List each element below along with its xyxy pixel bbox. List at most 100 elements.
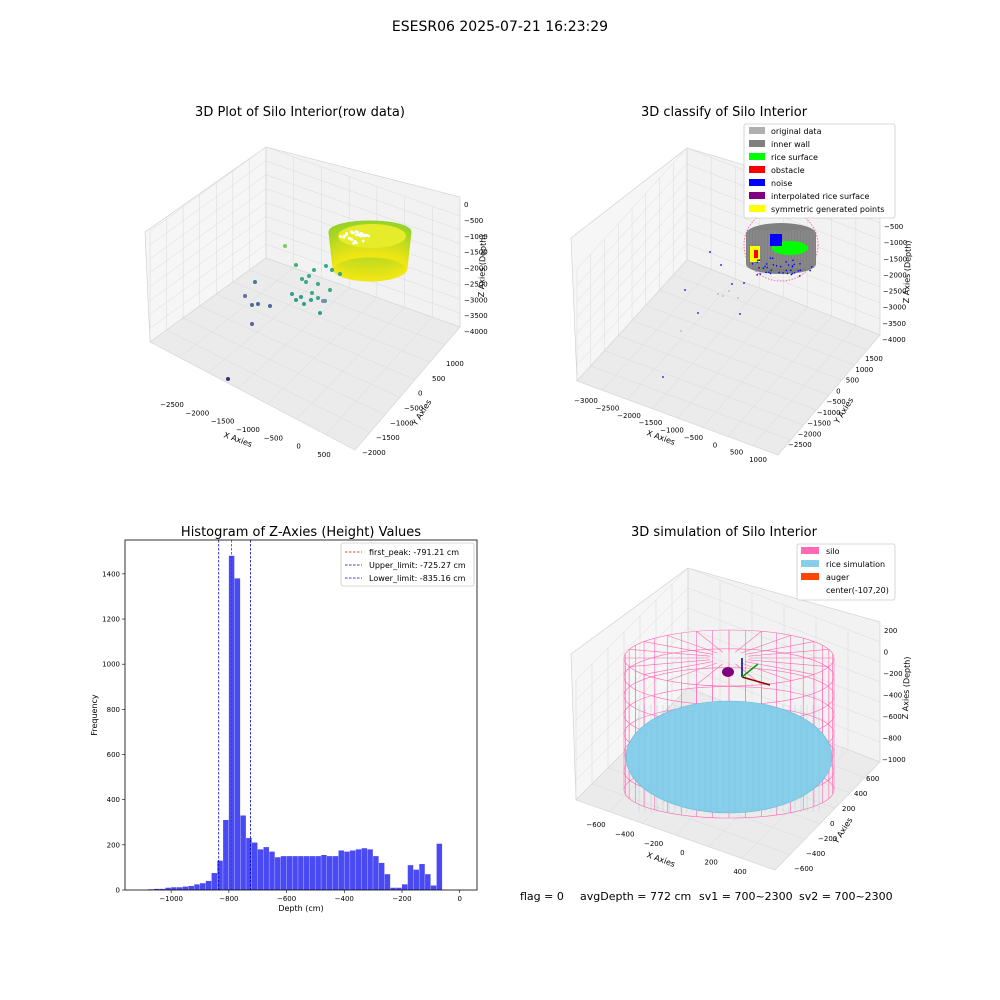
histogram-bar (303, 856, 310, 890)
raw-point (356, 230, 359, 234)
noise-point (758, 266, 760, 269)
classify-point (697, 312, 699, 314)
z-tick-label: 200 (884, 627, 897, 635)
raw-point (307, 274, 311, 278)
silo-roof-wire (747, 649, 829, 657)
silo-roof-wire (667, 662, 718, 681)
y-tick-label: 0 (830, 820, 834, 828)
classify-point (739, 313, 741, 315)
y-tick-label: 1200 (102, 616, 120, 624)
raw-data-x-ticks: −2500−2000−1500−1000 −500 0 500 (160, 401, 331, 459)
histogram-bar (182, 886, 189, 890)
z-tick-label: −2000 (883, 271, 907, 279)
noise-point (791, 265, 794, 267)
y-tick-label: 200 (107, 841, 120, 849)
raw-point (300, 277, 304, 281)
histogram-bar (298, 856, 304, 890)
raw-point (309, 298, 313, 302)
histogram-bar (217, 860, 223, 890)
histogram-bar (286, 856, 293, 890)
raw-point (328, 288, 332, 292)
legend-label: Lower_limit: -835.16 cm (369, 574, 466, 583)
y-tick-label: −200 (818, 835, 837, 843)
noise-point (791, 272, 794, 275)
raw-point (353, 239, 357, 243)
noise-point (757, 259, 759, 262)
x-tick-label: 400 (733, 868, 746, 876)
y-tick-label: −2000 (362, 449, 386, 457)
histogram-bar (361, 848, 368, 890)
raw-point (294, 263, 298, 267)
raw-point (226, 377, 230, 381)
classify-z-ticks: −500 −1000 −1500 −2000 −2500 −3000 −3500 −4000 (882, 223, 907, 344)
noise-point (769, 257, 772, 259)
legend-label: interpolated rice surface (771, 192, 869, 201)
noise-point (765, 271, 767, 274)
y-tick-label: 500 (432, 375, 445, 383)
z-tick-label: 0 (464, 201, 468, 209)
noise-point (769, 272, 772, 275)
noise-point (751, 263, 754, 265)
histogram-bar (396, 887, 402, 890)
legend-swatch (749, 153, 765, 160)
classify-point (743, 282, 745, 284)
raw-point (321, 299, 325, 303)
x-tick-label: −2000 (617, 412, 641, 420)
legend-swatch (749, 179, 765, 186)
classify-z-label: Z Axies (Depth) (902, 240, 913, 303)
x-tick-label: 1000 (749, 456, 767, 464)
histogram-legend: first_peak: -791.21 cm Upper_limit: -725.… (340, 542, 475, 587)
classify-x-ticks: −3000−2500−2000−1500−1000−500 0 500 1000 (574, 397, 767, 464)
raw-data-y-label: Y Axies (410, 398, 434, 428)
histogram-bar (338, 850, 344, 890)
histogram-bar (176, 887, 183, 890)
histogram-bar (188, 885, 194, 890)
z-tick-label: −600 (883, 713, 902, 721)
z-tick-label: −4000 (464, 328, 488, 336)
noise-point (759, 273, 761, 275)
z-tick-label: −2000 (464, 265, 488, 273)
classify-y-ticks: 1500 1000 500 0 −500 −1000 −1500 −2000 −2500 (788, 355, 883, 449)
raw-point (330, 268, 334, 272)
x-tick-label: 0 (457, 895, 461, 903)
legend-swatch (749, 166, 765, 173)
legend-label: noise (771, 179, 792, 188)
simulation-legend: silo rice simulation auger center(-107,20) (796, 543, 896, 601)
histogram-bar (436, 843, 443, 890)
noise-cluster (770, 234, 782, 246)
raw-data-z-label: Z Axies (Depth) (477, 234, 488, 297)
x-tick-label: −2500 (160, 401, 184, 409)
y-tick-label: −500 (827, 398, 846, 406)
x-tick-label: −1000 (236, 426, 260, 434)
classify-point (709, 251, 711, 253)
histogram-bar (240, 815, 246, 890)
y-tick-label: 1000 (102, 661, 120, 669)
x-tick-label: 500 (317, 451, 330, 459)
histogram-x-label: Depth (cm) (278, 904, 323, 913)
z-tick-label: −1500 (883, 255, 907, 263)
x-tick-label: −500 (684, 434, 703, 442)
raw-point (316, 296, 320, 300)
silo-roof-wire (643, 641, 713, 655)
y-tick-label: 1500 (865, 355, 883, 363)
raw-point (253, 280, 257, 284)
classify-points (662, 208, 819, 378)
raw-point (250, 303, 254, 307)
classify-point (684, 289, 686, 291)
legend-swatch (749, 205, 765, 212)
raw-point (294, 298, 298, 302)
histogram-bar (205, 880, 212, 890)
raw-point (345, 232, 349, 235)
histogram-bar (344, 851, 350, 890)
y-tick-label: 1000 (446, 360, 464, 368)
legend-label: inner wall (771, 140, 810, 149)
x-tick-label: −1000 (660, 427, 684, 435)
raw-point (243, 294, 247, 298)
histogram-bar (211, 873, 218, 890)
silo-roof-wire (734, 631, 762, 653)
histogram-bar (228, 555, 235, 890)
ring-top-surface (338, 224, 406, 248)
histogram-frame (124, 539, 478, 891)
noise-point (792, 259, 794, 262)
